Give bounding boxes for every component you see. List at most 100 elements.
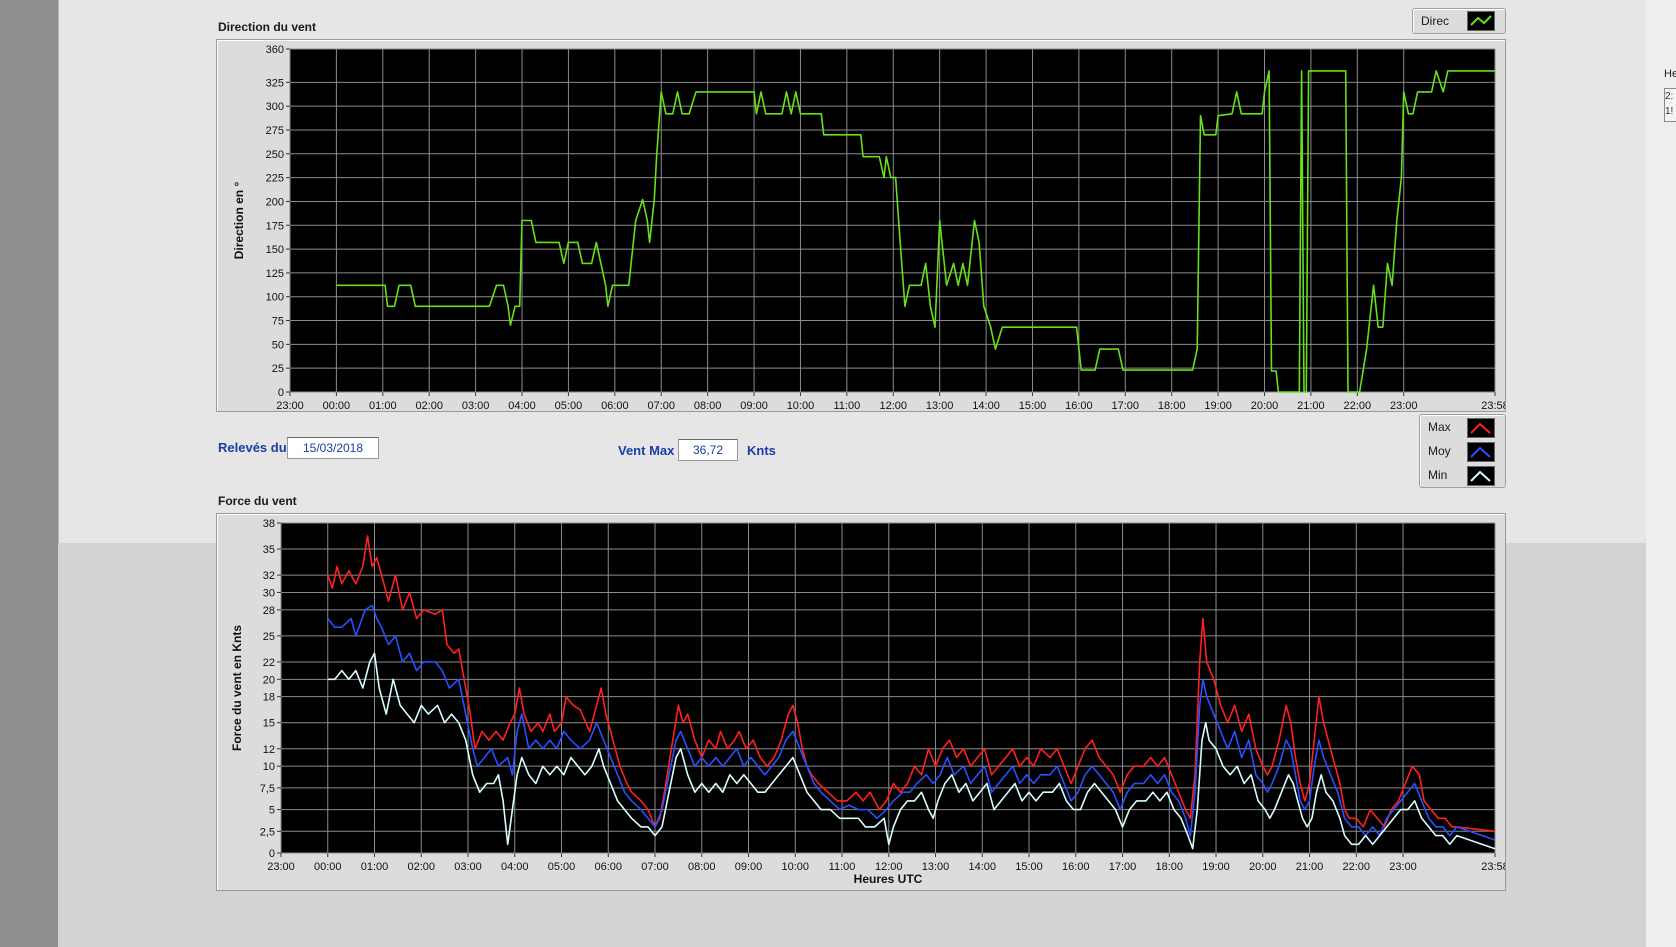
legend-line-moy-icon bbox=[1470, 446, 1491, 458]
x-tick-label: 23:00 bbox=[276, 400, 304, 411]
x-tick-label: 20:00 bbox=[1251, 400, 1279, 411]
x-tick-label: 09:00 bbox=[740, 400, 768, 411]
right-panel-box-line-1: 2: bbox=[1665, 91, 1674, 102]
x-tick-label: 00:00 bbox=[314, 861, 342, 873]
legend-label-direc: Direc bbox=[1421, 14, 1450, 28]
direction-chart-title: Direction du vent bbox=[218, 20, 317, 34]
force-chart-frame: 23:00 00:00 01:00 02:00 03:00 04:00 05:00 06:00… bbox=[216, 513, 1506, 891]
x-tick-label: 23:58 bbox=[1481, 400, 1505, 411]
direction-legend[interactable]: Direc bbox=[1412, 8, 1506, 34]
x-tick-label: 21:00 bbox=[1297, 400, 1325, 411]
x-tick-label: 07:00 bbox=[647, 400, 675, 411]
force-legend[interactable]: Max Moy Min bbox=[1419, 414, 1506, 488]
series-line-direc bbox=[336, 70, 1495, 393]
x-tick-label: 02:00 bbox=[407, 861, 435, 873]
x-tick-label: 23:58 bbox=[1481, 861, 1505, 873]
vent-max-unit: Knts bbox=[747, 443, 776, 458]
x-tick-label: 15:00 bbox=[1015, 861, 1043, 873]
y-tick-label: 300 bbox=[266, 101, 284, 113]
y-tick-label: 50 bbox=[272, 339, 284, 351]
legend-line-direc-icon bbox=[1470, 15, 1492, 26]
legend-line-min-icon bbox=[1470, 470, 1491, 482]
x-axis-label: Heures UTC bbox=[854, 872, 923, 886]
x-tick-label: 01:00 bbox=[361, 861, 389, 873]
y-tick-label: 22 bbox=[263, 657, 275, 669]
legend-label-moy: Moy bbox=[1428, 444, 1451, 458]
direction-chart: 23:00 00:00 01:00 02:00 03:00 04:00 05:00 06:00… bbox=[232, 44, 1505, 411]
x-tick-label: 17:00 bbox=[1109, 861, 1137, 873]
plot-area bbox=[281, 523, 1495, 853]
x-tick-label: 06:00 bbox=[594, 861, 622, 873]
legend-swatch-max[interactable] bbox=[1467, 418, 1495, 438]
x-tick-label: 00:00 bbox=[323, 400, 351, 411]
y-tick-label: 325 bbox=[266, 77, 284, 89]
releves-label: Relevés du bbox=[218, 440, 287, 455]
x-tick-label: 23:00 bbox=[267, 861, 295, 873]
y-tick-label: 250 bbox=[266, 149, 284, 161]
x-tick-label: 22:00 bbox=[1343, 861, 1371, 873]
y-tick-label: 30 bbox=[263, 587, 275, 599]
x-tick-label: 12:00 bbox=[880, 400, 908, 411]
y-tick-label: 10 bbox=[263, 761, 275, 773]
x-tick-label: 23:00 bbox=[1389, 861, 1417, 873]
y-tick-label: 150 bbox=[266, 244, 284, 256]
series-line-min bbox=[327, 652, 1496, 850]
y-tick-label: 35 bbox=[263, 544, 275, 556]
x-tick-label: 16:00 bbox=[1065, 400, 1093, 411]
x-tick-label: 21:00 bbox=[1296, 861, 1324, 873]
y-axis-label: Direction en ° bbox=[232, 182, 246, 260]
x-tick-label: 03:00 bbox=[462, 400, 490, 411]
y-tick-label: 0 bbox=[278, 387, 284, 399]
vent-max-value-field[interactable]: 36,72 bbox=[678, 439, 738, 461]
y-tick-label: 15 bbox=[263, 718, 275, 730]
legend-swatch-direc[interactable] bbox=[1467, 11, 1495, 31]
x-tick-label: 14:00 bbox=[972, 400, 1000, 411]
y-tick-label: 0 bbox=[269, 848, 275, 860]
x-tick-label: 08:00 bbox=[688, 861, 716, 873]
x-tick-label: 08:00 bbox=[694, 400, 722, 411]
x-tick-label: 07:00 bbox=[641, 861, 669, 873]
right-panel-box[interactable]: 2: 1! bbox=[1664, 88, 1676, 122]
series-line-max bbox=[327, 535, 1496, 833]
y-tick-label: 28 bbox=[263, 605, 275, 617]
x-tick-label: 11:00 bbox=[834, 400, 861, 411]
x-tick-label: 18:00 bbox=[1158, 400, 1186, 411]
x-tick-label: 23:00 bbox=[1390, 400, 1418, 411]
x-tick-label: 15:00 bbox=[1019, 400, 1047, 411]
x-tick-label: 06:00 bbox=[601, 400, 629, 411]
x-tick-label: 22:00 bbox=[1344, 400, 1372, 411]
x-tick-label: 05:00 bbox=[555, 400, 583, 411]
y-tick-label: 360 bbox=[266, 44, 284, 56]
y-tick-label: 275 bbox=[266, 125, 284, 137]
releves-date-field[interactable]: 15/03/2018 bbox=[287, 437, 379, 459]
y-tick-label: 2,5 bbox=[260, 826, 275, 838]
y-tick-label: 25 bbox=[263, 631, 275, 643]
x-tick-label: 17:00 bbox=[1112, 400, 1140, 411]
x-tick-label: 19:00 bbox=[1204, 400, 1232, 411]
right-panel-edge bbox=[1646, 0, 1676, 947]
x-tick-label: 16:00 bbox=[1062, 861, 1090, 873]
vent-max-label: Vent Max bbox=[618, 443, 675, 458]
force-chart: 23:00 00:00 01:00 02:00 03:00 04:00 05:00 06:00… bbox=[230, 518, 1505, 886]
legend-swatch-moy[interactable] bbox=[1467, 442, 1495, 462]
x-tick-label: 05:00 bbox=[548, 861, 576, 873]
y-axis-label: Force du vent en Knts bbox=[230, 625, 244, 751]
y-tick-label: 125 bbox=[266, 268, 284, 280]
x-tick-label: 13:00 bbox=[926, 400, 954, 411]
x-tick-label: 04:00 bbox=[508, 400, 536, 411]
y-tick-label: 100 bbox=[266, 292, 284, 304]
right-panel-label: He bbox=[1664, 68, 1676, 80]
x-tick-label: 03:00 bbox=[454, 861, 482, 873]
legend-label-min: Min bbox=[1428, 468, 1448, 482]
x-tick-label: 20:00 bbox=[1249, 861, 1277, 873]
y-tick-label: 12 bbox=[263, 744, 275, 756]
legend-swatch-min[interactable] bbox=[1467, 466, 1495, 486]
x-tick-label: 09:00 bbox=[735, 861, 763, 873]
y-tick-label: 25 bbox=[272, 363, 284, 375]
x-tick-label: 12:00 bbox=[875, 861, 903, 873]
y-tick-label: 38 bbox=[263, 518, 275, 530]
force-chart-title: Force du vent bbox=[218, 494, 297, 508]
y-tick-label: 75 bbox=[272, 316, 284, 328]
x-tick-label: 11:00 bbox=[829, 861, 856, 873]
direction-chart-frame: 23:00 00:00 01:00 02:00 03:00 04:00 05:00 06:00… bbox=[216, 39, 1506, 412]
